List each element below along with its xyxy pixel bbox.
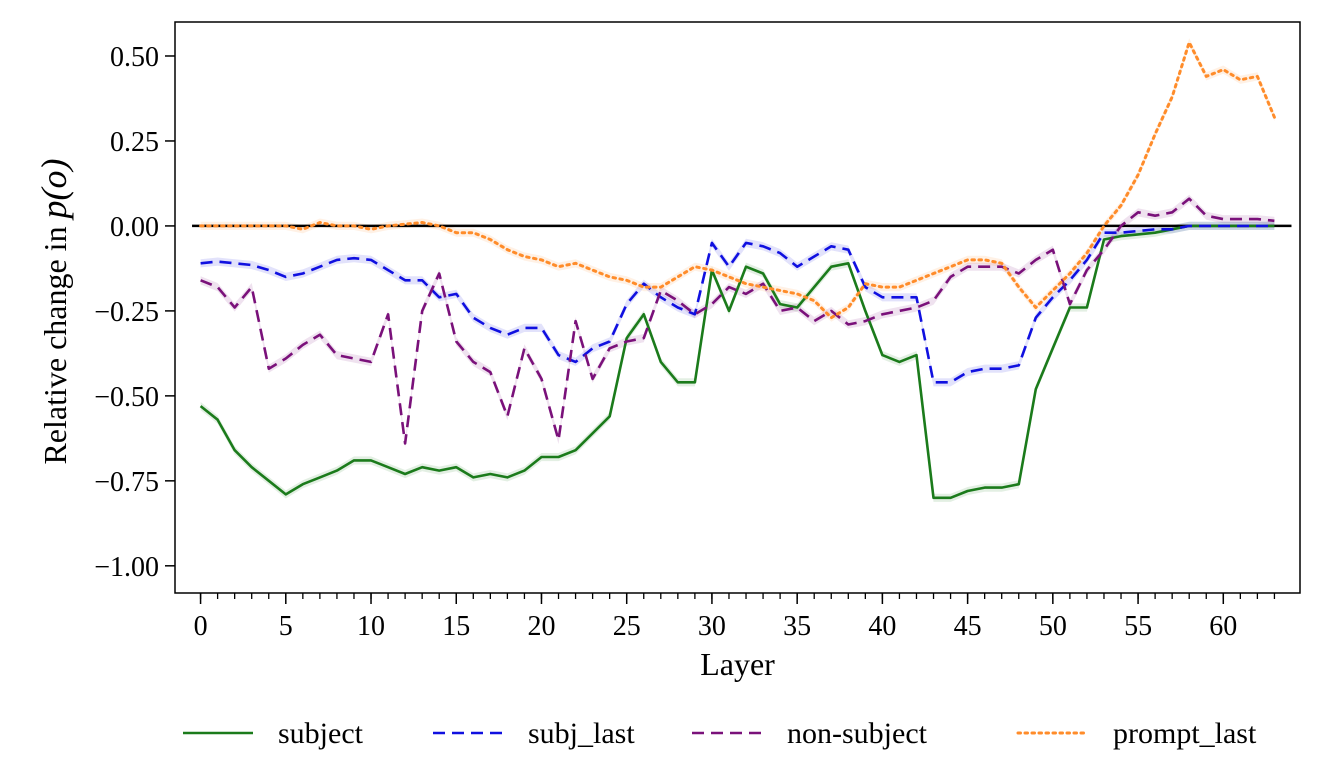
y-axis-label: Relative change in p(o) [34,158,74,464]
x-tick-label: 55 [1124,611,1152,642]
series-line-subj_last [200,224,1275,384]
x-tick-label: 40 [868,611,896,642]
x-tick-label: 25 [613,611,641,642]
x-tick-label: 45 [954,611,982,642]
x-tick-label: 60 [1209,611,1237,642]
y-tick-label: 0.00 [110,212,159,243]
legend-label-subj_last: subj_last [528,717,635,750]
x-axis-ticks: 0 5 10 15 20 25 30 35 40 45 50 55 60 [194,593,1276,642]
y-tick-label: −0.50 [94,382,159,413]
y-axis-label-math: p(o) [34,158,74,221]
legend-label-prompt_last: prompt_last [1113,717,1257,750]
series-lines [199,40,1276,500]
x-axis-label: Layer [700,646,775,682]
y-axis-ticks: 0.50 0.25 0.00 −0.25 −0.50 −0.75 −1.00 [94,42,175,583]
x-tick-label: 50 [1039,611,1067,642]
x-tick-label: 20 [527,611,555,642]
series-line-subject [199,224,1275,500]
y-tick-label: −0.25 [94,297,159,328]
x-tick-label: 10 [357,611,385,642]
y-tick-label: −0.75 [94,467,159,498]
series-line-non-subject [200,197,1275,445]
confidence-bands [200,38,1275,502]
x-tick-label: 30 [698,611,726,642]
series-line-prompt_last [199,40,1276,320]
legend-label-subject: subject [278,717,364,750]
y-tick-label: 0.50 [110,42,159,73]
legend: subject subj_last non-subject prompt_last [183,717,1257,750]
x-tick-label: 0 [194,611,208,642]
plot-frame [174,21,1301,594]
y-axis-label-prefix: Relative change in [37,218,73,464]
y-tick-label: 0.25 [110,127,159,158]
x-tick-label: 5 [279,611,293,642]
x-tick-label: 35 [783,611,811,642]
y-tick-label: −1.00 [94,552,159,583]
legend-label-non-subject: non-subject [787,717,928,750]
x-tick-label: 15 [442,611,470,642]
